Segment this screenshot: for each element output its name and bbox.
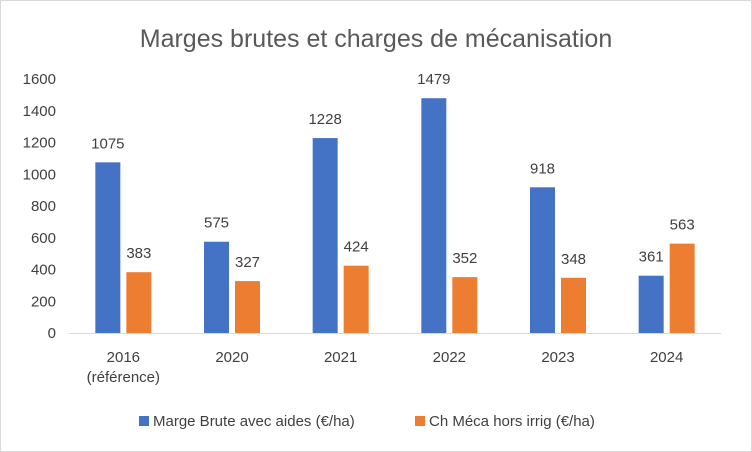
- data-label: 1075: [91, 135, 124, 152]
- legend-entry: Marge Brute avec aides (€/ha): [153, 413, 355, 430]
- data-label: 575: [204, 215, 229, 232]
- x-axis: 2016 (référence) 2020 2021 2022 2023 2024: [69, 333, 721, 386]
- bar: [638, 275, 664, 333]
- chart-title: Marges brutes et charges de mécanisation: [140, 25, 612, 53]
- data-label: 1479: [417, 71, 450, 88]
- y-tick-label: 200: [31, 293, 56, 310]
- y-tick-label: 600: [31, 230, 56, 247]
- y-tick-label: 1200: [23, 135, 56, 152]
- x-tick-label: 2024: [650, 349, 683, 366]
- data-label: 383: [126, 245, 151, 262]
- bars: [95, 98, 695, 334]
- data-label: 563: [670, 217, 695, 234]
- legend: Marge Brute avec aides (€/ha) Ch Méca hor…: [139, 413, 595, 430]
- x-tick-label: (référence): [87, 369, 160, 386]
- x-tick-label: 2023: [541, 349, 574, 366]
- x-tick-label: 2022: [433, 349, 466, 366]
- data-label: 424: [344, 239, 369, 256]
- bar: [95, 162, 121, 333]
- legend-swatch: [139, 416, 149, 426]
- legend-entry: Ch Méca hors irrig (€/ha): [429, 413, 595, 430]
- bar: [204, 241, 229, 333]
- data-label: 918: [530, 160, 555, 177]
- y-tick-label: 1600: [23, 71, 56, 88]
- y-tick-label: 1000: [23, 166, 56, 183]
- data-labels: 1075 575 1228 1479 918 361 383 327 424 352 348 563: [91, 71, 695, 271]
- x-tick-label: 2016: [107, 349, 140, 366]
- bar: [235, 281, 260, 333]
- data-label: 1228: [308, 111, 341, 128]
- y-tick-label: 1400: [23, 103, 56, 120]
- data-label: 361: [639, 249, 664, 266]
- bar: [421, 98, 447, 334]
- bar: [561, 277, 586, 333]
- y-axis: 0 200 400 600 800 1000 1200 1400 1600: [23, 71, 56, 342]
- bar: [343, 265, 369, 333]
- x-tick-label: 2020: [215, 349, 248, 366]
- data-label: 327: [235, 254, 260, 271]
- y-tick-label: 0: [48, 325, 56, 342]
- data-label: 348: [561, 251, 586, 268]
- y-tick-label: 400: [31, 262, 56, 279]
- legend-swatch: [415, 416, 425, 426]
- y-tick-label: 800: [31, 198, 56, 215]
- x-tick-label: 2021: [324, 349, 357, 366]
- bar: [452, 277, 478, 333]
- bar: [669, 243, 695, 333]
- data-label: 352: [452, 250, 477, 267]
- bar: [126, 272, 152, 333]
- bar: [312, 138, 338, 333]
- bar: [530, 187, 555, 333]
